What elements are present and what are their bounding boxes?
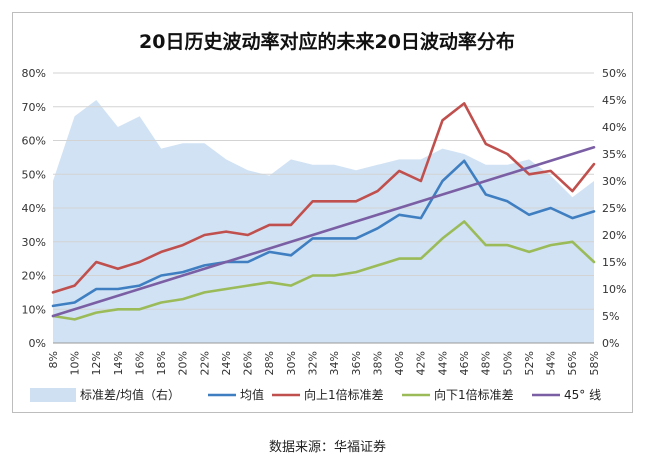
- x-tick-label: 40%: [393, 351, 406, 375]
- left-tick-label: 40%: [22, 202, 46, 215]
- source-note: 数据来源：华福证券: [268, 440, 386, 455]
- legend-label: 标准差/均值（右）: [80, 387, 180, 402]
- x-tick-label: 38%: [371, 351, 384, 375]
- x-tick-label: 44%: [436, 351, 449, 375]
- right-tick-label: 10%: [602, 283, 626, 296]
- x-tick-label: 36%: [350, 351, 363, 375]
- left-tick-label: 30%: [22, 236, 46, 249]
- right-tick-label: 35%: [602, 148, 626, 161]
- x-tick-label: 14%: [112, 351, 125, 375]
- series-line-2: [51, 220, 596, 321]
- chart-title: 20日历史波动率对应的未来20日波动率分布: [139, 30, 515, 53]
- right-tick-label: 45%: [602, 94, 626, 107]
- right-tick-label: 25%: [602, 202, 626, 215]
- legend-swatch-area: [30, 388, 76, 402]
- right-tick-label: 0%: [602, 337, 619, 350]
- right-tick-label: 5%: [602, 310, 619, 323]
- x-tick-label: 10%: [68, 351, 81, 375]
- left-tick-label: 0%: [29, 337, 46, 350]
- x-tick-label: 16%: [133, 351, 146, 375]
- left-tick-label: 20%: [22, 270, 46, 283]
- right-tick-label: 15%: [602, 256, 626, 269]
- x-tick-label: 30%: [285, 351, 298, 375]
- x-tick-label: 18%: [155, 351, 168, 375]
- x-tick-label: 42%: [415, 351, 428, 375]
- x-tick-label: 58%: [588, 351, 601, 375]
- x-tick-label: 20%: [177, 351, 190, 375]
- series-line-3: [51, 146, 596, 318]
- x-tick-label: 8%: [47, 351, 60, 368]
- legend-label: 45° 线: [564, 388, 601, 402]
- area-series-std-mean: [53, 100, 594, 343]
- x-tick-label: 28%: [263, 351, 276, 375]
- x-tick-label: 48%: [480, 351, 493, 375]
- left-tick-label: 10%: [22, 303, 46, 316]
- legend-label: 向上1倍标准差: [304, 387, 384, 402]
- series-line-0: [51, 159, 596, 308]
- x-tick-label: 52%: [523, 351, 536, 375]
- x-tick-label: 12%: [90, 351, 103, 375]
- series-line-1: [51, 102, 596, 294]
- x-tick-label: 32%: [307, 351, 320, 375]
- x-tick-label: 56%: [566, 351, 579, 375]
- right-tick-label: 40%: [602, 121, 626, 134]
- legend-label: 向下1倍标准差: [434, 387, 514, 402]
- x-tick-label: 46%: [458, 351, 471, 375]
- x-tick-label: 54%: [545, 351, 558, 375]
- left-tick-label: 60%: [22, 135, 46, 148]
- x-tick-label: 22%: [198, 351, 211, 375]
- x-tick-label: 24%: [220, 351, 233, 375]
- left-tick-label: 50%: [22, 168, 46, 181]
- x-tick-label: 34%: [328, 351, 341, 375]
- x-tick-label: 26%: [242, 351, 255, 375]
- right-tick-label: 30%: [602, 175, 626, 188]
- right-tick-label: 20%: [602, 229, 626, 242]
- x-tick-label: 50%: [501, 351, 514, 375]
- left-tick-label: 70%: [22, 101, 46, 114]
- left-tick-label: 80%: [22, 67, 46, 80]
- legend-label: 均值: [240, 387, 264, 402]
- right-tick-label: 50%: [602, 67, 626, 80]
